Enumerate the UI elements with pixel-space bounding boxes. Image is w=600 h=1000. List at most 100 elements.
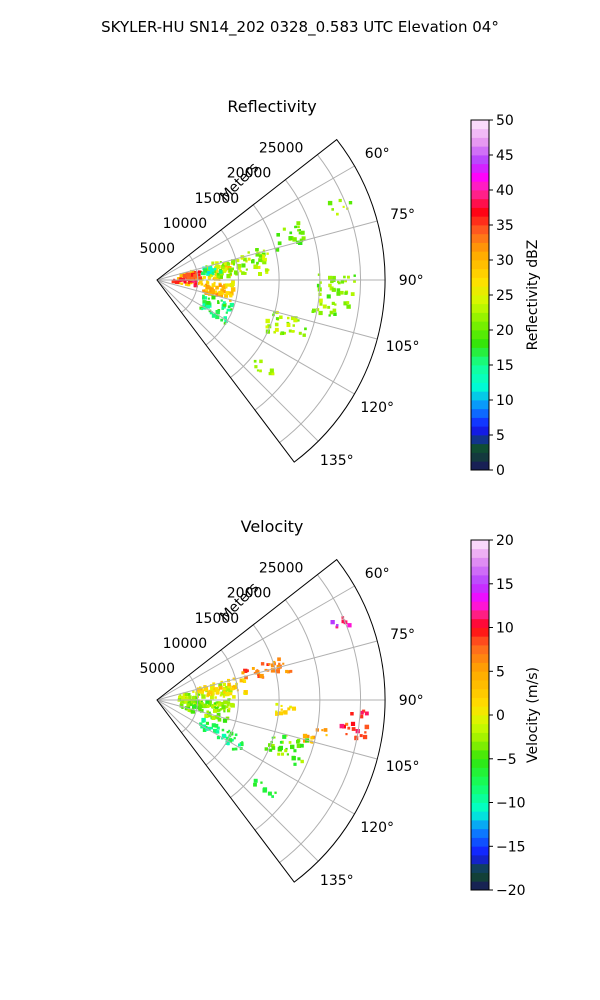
radar-gate (209, 274, 213, 278)
radar-gate (230, 262, 234, 265)
radar-gate (340, 290, 344, 295)
radar-gate (282, 734, 287, 739)
radar-gate (215, 286, 219, 289)
colorbar-swatch (471, 146, 489, 156)
radar-gate (291, 755, 296, 760)
radar-gate (206, 692, 211, 697)
radar-gate (222, 289, 226, 294)
radar-gate (259, 359, 263, 364)
angular-gridline (156, 585, 355, 701)
radar-gate (271, 744, 275, 748)
radar-gate (179, 703, 184, 708)
radar-gate (211, 295, 216, 300)
radar-gate (292, 324, 295, 327)
radar-gate (256, 261, 259, 265)
radar-gate (231, 267, 234, 271)
radar-gate (179, 694, 182, 697)
radar-gate (328, 314, 331, 317)
radar-gate (332, 308, 337, 313)
colorbar-swatch (471, 776, 489, 786)
colorbar-swatch (471, 671, 489, 681)
radar-gate (202, 289, 206, 293)
radar-gate (286, 323, 291, 327)
radar-gate (272, 661, 275, 664)
radar-gate (218, 274, 223, 279)
radar-gate (253, 671, 257, 675)
colorbar-swatch (471, 251, 489, 261)
radar-gate (214, 687, 219, 691)
radar-gate (267, 268, 270, 272)
radar-gate (259, 369, 262, 373)
radar-gate (210, 695, 214, 700)
radar-gate (194, 282, 198, 285)
radar-gate (216, 272, 220, 276)
colorbar-swatch (471, 592, 489, 602)
radar-gate (251, 667, 255, 670)
radar-gate (276, 233, 280, 237)
colorbar-tick-label: 0 (496, 708, 505, 724)
radar-gate (228, 268, 233, 273)
radar-gate (353, 280, 356, 283)
radar-gate (217, 702, 222, 707)
radar-gate (260, 254, 265, 259)
colorbar-swatch (471, 855, 489, 865)
radar-gate (203, 268, 208, 273)
radar-gate (207, 297, 210, 300)
radar-gate (202, 720, 205, 723)
radar-gate (258, 272, 262, 276)
radar-gate (185, 708, 188, 711)
radar-gate (316, 308, 320, 312)
radar-gate (241, 271, 245, 275)
radar-gate (205, 284, 210, 290)
colorbar-tick-label: −15 (496, 839, 526, 855)
radar-gate (327, 305, 331, 309)
radar-gate (336, 624, 339, 627)
radar-gate (215, 310, 220, 315)
colorbar-swatch (471, 653, 489, 663)
radar-gate (220, 318, 224, 322)
radar-gate (265, 270, 269, 274)
colorbar-swatch (471, 207, 489, 217)
colorbar-swatch (471, 741, 489, 751)
radar-gate (196, 276, 201, 281)
radar-gate (189, 698, 194, 703)
radial-tick-label: 25000 (259, 561, 304, 577)
radar-gate (226, 308, 230, 312)
radar-gate (296, 743, 301, 748)
radial-tick-label: 5000 (139, 661, 175, 677)
radar-gate (217, 301, 220, 304)
radar-gate (229, 272, 232, 275)
radar-gate (211, 271, 215, 275)
radar-gate (240, 257, 244, 260)
radar-gate (350, 712, 354, 716)
radar-gate (286, 753, 289, 756)
colorbar-swatch (471, 540, 489, 550)
radar-gate (263, 257, 267, 262)
radar-gate (275, 711, 279, 716)
radar-gate (203, 289, 209, 294)
radar-gate (279, 711, 283, 716)
radar-gate (345, 733, 348, 736)
radar-gate (181, 700, 185, 704)
radar-gate (318, 292, 322, 296)
radar-gate (364, 724, 370, 730)
radar-gate (203, 284, 206, 287)
radar-gate (264, 668, 268, 672)
radar-gate (241, 741, 244, 744)
radar-gate (202, 300, 207, 305)
radar-gate (259, 673, 264, 679)
radar-gate (178, 696, 181, 699)
colorbar-swatch (471, 260, 489, 270)
radar-gate (254, 365, 258, 369)
radar-gate (283, 331, 286, 335)
radar-gate (207, 291, 213, 296)
radar-gate (218, 270, 223, 274)
radar-gate (300, 743, 304, 748)
radar-gate (203, 728, 206, 732)
radar-gate (202, 724, 207, 729)
radar-gate (270, 663, 275, 668)
radar-gate (350, 292, 355, 296)
colorbar-swatch (471, 680, 489, 690)
radar-gate (216, 726, 220, 730)
